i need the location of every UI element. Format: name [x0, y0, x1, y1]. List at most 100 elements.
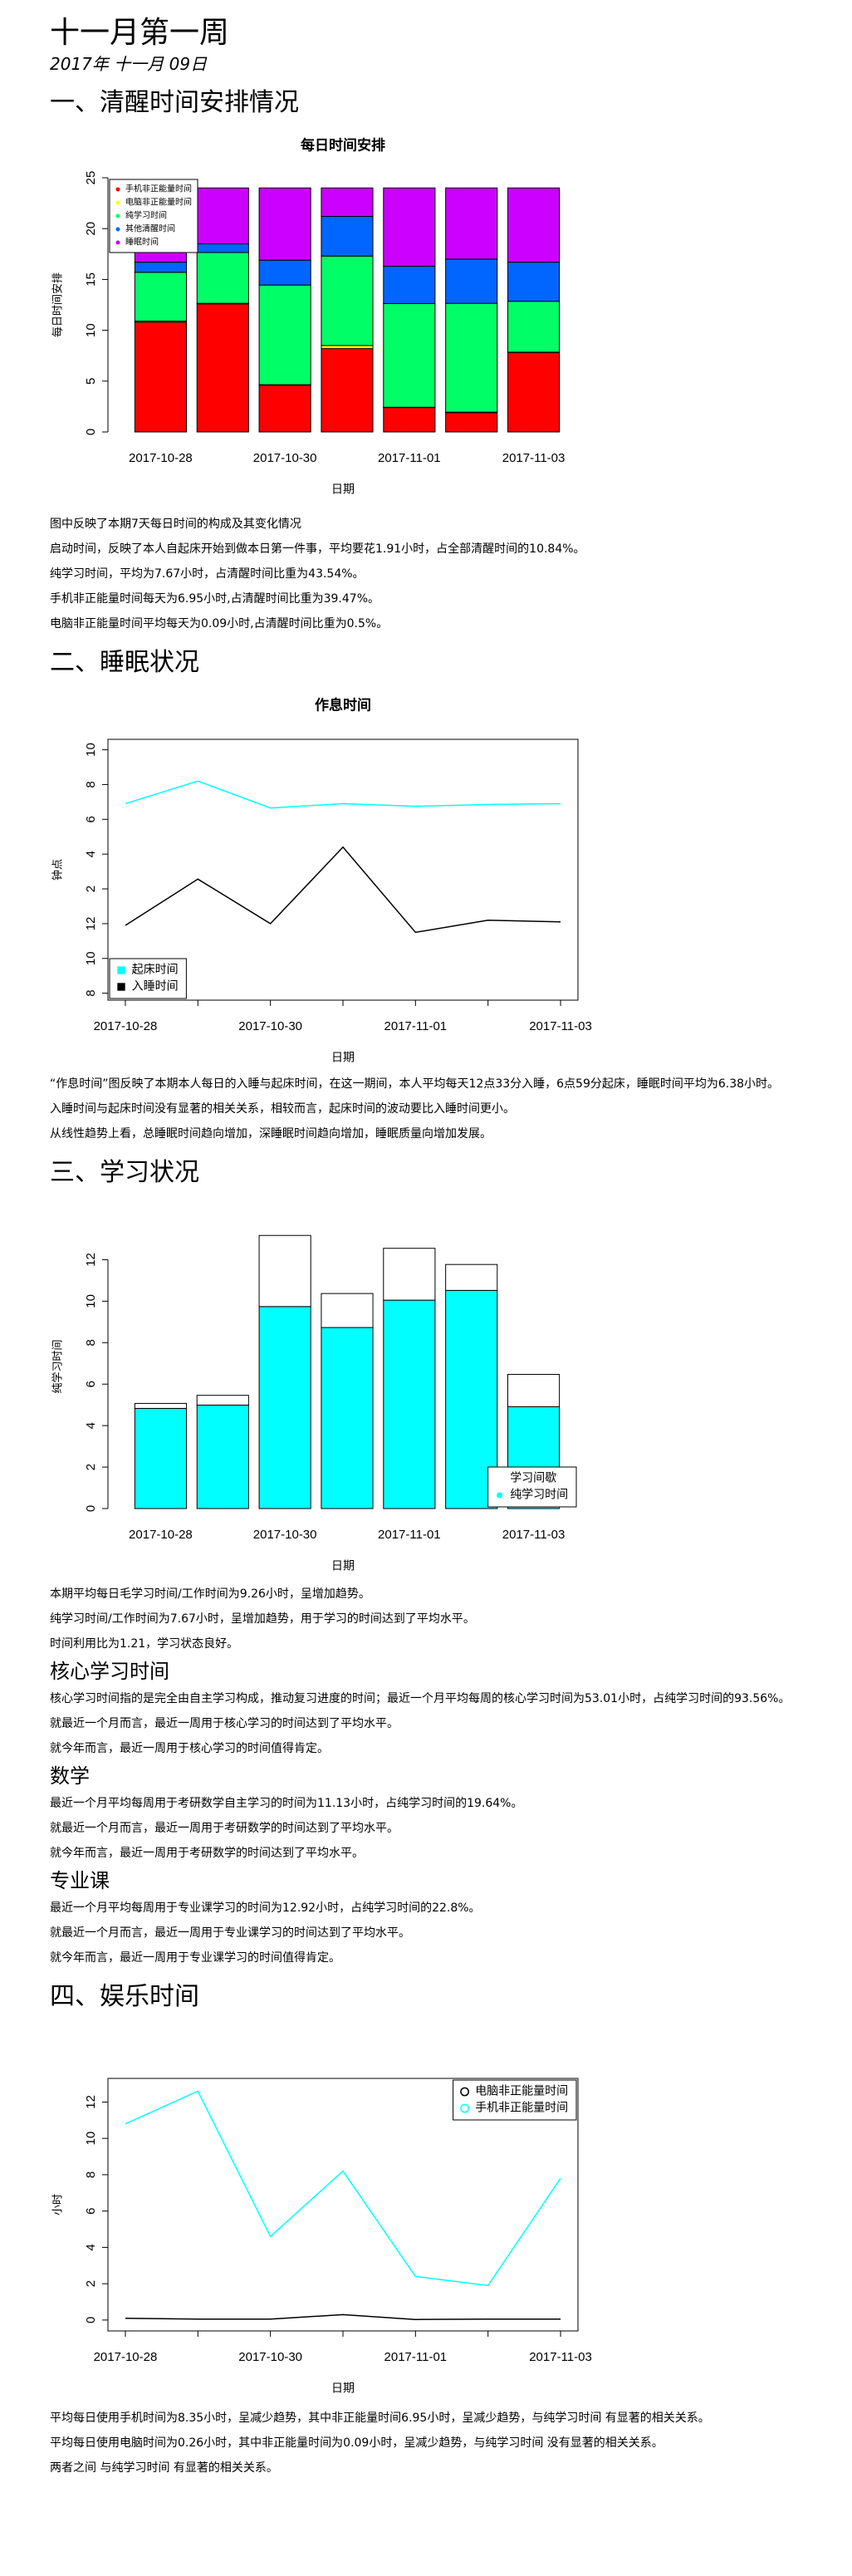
x-tick-label: 2017-11-01 [378, 1528, 441, 1542]
legend-label: 其他清醒时间 [125, 223, 175, 234]
bar-segment [134, 321, 187, 433]
bar-segment [258, 259, 311, 286]
bar-segment [445, 258, 498, 304]
y-tick-label: 20 [84, 222, 98, 236]
x-tick-label: 2017-10-30 [253, 451, 317, 465]
bar-segment [507, 187, 561, 263]
legend-swatch [117, 983, 125, 991]
section-heading: 二、睡眠状况 [50, 648, 199, 677]
legend-swatch [115, 227, 120, 232]
y-tick-label: 2 [84, 886, 98, 892]
x-tick-label: 2017-10-28 [129, 451, 193, 465]
legend-label: 起床时间 [132, 963, 179, 976]
x-axis-label: 日期 [331, 2382, 355, 2395]
y-tick-label: 4 [84, 2244, 98, 2250]
paragraph: 最近一个月平均每周用于专业课学习的时间为12.92小时，占纯学习时间的22.8%… [50, 1901, 481, 1915]
bar-segment [258, 284, 311, 385]
paragraph: 就最近一个月而言，最近一周用于核心学习的时间达到了平均水平。 [50, 1717, 399, 1730]
bar-segment [134, 262, 187, 273]
bar-segment [134, 1402, 187, 1409]
bar-segment [507, 262, 561, 302]
subsection-heading: 核心学习时间 [50, 1660, 169, 1683]
paragraph: 入睡时间与起床时间没有显著的相关关系，相较而言，起床时间的波动要比入睡时间更小。 [50, 1102, 515, 1116]
x-tick-label: 2017-10-30 [238, 1019, 302, 1033]
paragraph: 启动时间，反映了本人自起床开始到做本日第一件事，平均要花1.91小时，占全部清醒… [50, 542, 585, 556]
legend-swatch [115, 213, 120, 218]
legend-label: 电脑非正能量时间 [475, 2084, 568, 2098]
legend-swatch [115, 187, 120, 192]
bar-segment [258, 385, 311, 433]
paragraph: 平均每日使用电脑时间为0.26小时，其中非正能量时间为0.09小时，呈减少趋势，… [50, 2436, 663, 2450]
y-tick-label: 10 [84, 743, 98, 757]
y-axis-label: 纯学习时间 [51, 1339, 63, 1393]
y-tick-label: 15 [84, 272, 98, 287]
bar-segment [196, 243, 249, 253]
bar-segment [383, 1299, 436, 1509]
paragraph: 就今年而言，最近一周用于考研数学的时间达到了平均水平。 [50, 1847, 364, 1860]
legend-swatch [115, 240, 120, 245]
x-tick-label: 2017-11-03 [529, 1019, 592, 1033]
x-tick-label: 2017-11-03 [502, 451, 566, 465]
paragraph: 纯学习时间/工作时间为7.67小时，呈增加趋势，用于学习的时间达到了平均水平。 [50, 1612, 475, 1626]
section-heading: 三、学习状况 [50, 1158, 199, 1187]
legend-swatch [460, 2103, 470, 2113]
y-tick-label: 0 [84, 1505, 98, 1512]
legend-swatch [497, 1475, 503, 1482]
legend-box [453, 2079, 577, 2121]
bar-segment [258, 1234, 311, 1308]
bar-segment [196, 187, 249, 245]
y-tick-label: 5 [84, 378, 98, 385]
x-tick-label: 2017-10-30 [238, 2350, 302, 2364]
section-heading: 一、清醒时间安排情况 [50, 88, 299, 117]
y-tick-label: 8 [84, 989, 98, 996]
x-tick-label: 2017-11-01 [384, 2350, 448, 2364]
paragraph: 本期平均每日毛学习时间/工作时间为9.26小时，呈增加趋势。 [50, 1587, 370, 1601]
bar-segment [321, 345, 374, 350]
legend-label: 手机非正能量时间 [475, 2101, 568, 2114]
y-tick-label: 10 [84, 951, 98, 965]
paragraph: 两者之间 与纯学习时间 有显著的相关关系。 [50, 2461, 278, 2475]
y-tick-label: 8 [84, 2171, 98, 2178]
y-axis-label: 钟点 [51, 859, 63, 881]
bar-segment [445, 1263, 498, 1291]
y-tick-label: 10 [84, 323, 98, 337]
paragraph: “作息时间”图反映了本期本人每日的入睡与起床时间，在这一期间，本人平均每天12点… [50, 1077, 780, 1091]
legend-label: 睡眠时间 [125, 237, 159, 248]
bar-segment [196, 252, 249, 304]
y-tick-label: 8 [84, 1339, 98, 1346]
y-tick-label: 0 [84, 429, 98, 435]
x-tick-label: 2017-10-28 [94, 2350, 158, 2364]
paragraph: 就最近一个月而言，最近一周用于专业课学习的时间达到了平均水平。 [50, 1926, 410, 1940]
legend-swatch [497, 1492, 503, 1499]
x-tick-label: 2017-11-03 [502, 1528, 566, 1542]
y-tick-label: 4 [84, 1422, 98, 1429]
y-tick-label: 25 [84, 171, 98, 185]
legend-box [109, 958, 187, 999]
bar-segment [321, 1327, 374, 1509]
bar-segment [507, 352, 561, 433]
x-axis-label: 日期 [331, 1051, 355, 1064]
legend-label: 纯学习时间 [125, 210, 167, 221]
legend-label: 电脑非正能量时间 [125, 197, 192, 208]
y-tick-label: 10 [84, 2132, 98, 2146]
doc-title: 十一月第一周 [50, 16, 230, 50]
bar-segment [507, 301, 561, 353]
paragraph: 手机非正能量时间每天为6.95小时,占清醒时间比重为39.47%。 [50, 592, 380, 606]
bar-segment [445, 187, 498, 260]
paragraph: 就今年而言，最近一周用于核心学习的时间值得肯定。 [50, 1742, 329, 1755]
y-tick-label: 0 [84, 2317, 98, 2323]
paragraph: 时间利用比为1.21，学习状态良好。 [50, 1637, 239, 1651]
x-tick-label: 2017-10-28 [129, 1528, 193, 1542]
y-tick-label: 6 [84, 2207, 98, 2214]
paragraph: 就最近一个月而言，最近一周用于考研数学的时间达到了平均水平。 [50, 1822, 399, 1835]
legend-label: 入睡时间 [132, 979, 179, 993]
paragraph: 图中反映了本期7天每日时间的构成及其变化情况 [50, 518, 301, 531]
paragraph: 最近一个月平均每周用于考研数学自主学习的时间为11.13小时，占纯学习时间的19… [50, 1797, 523, 1810]
line-series [125, 780, 561, 809]
line-series [125, 2313, 561, 2320]
y-axis-label: 小时 [51, 2194, 63, 2215]
